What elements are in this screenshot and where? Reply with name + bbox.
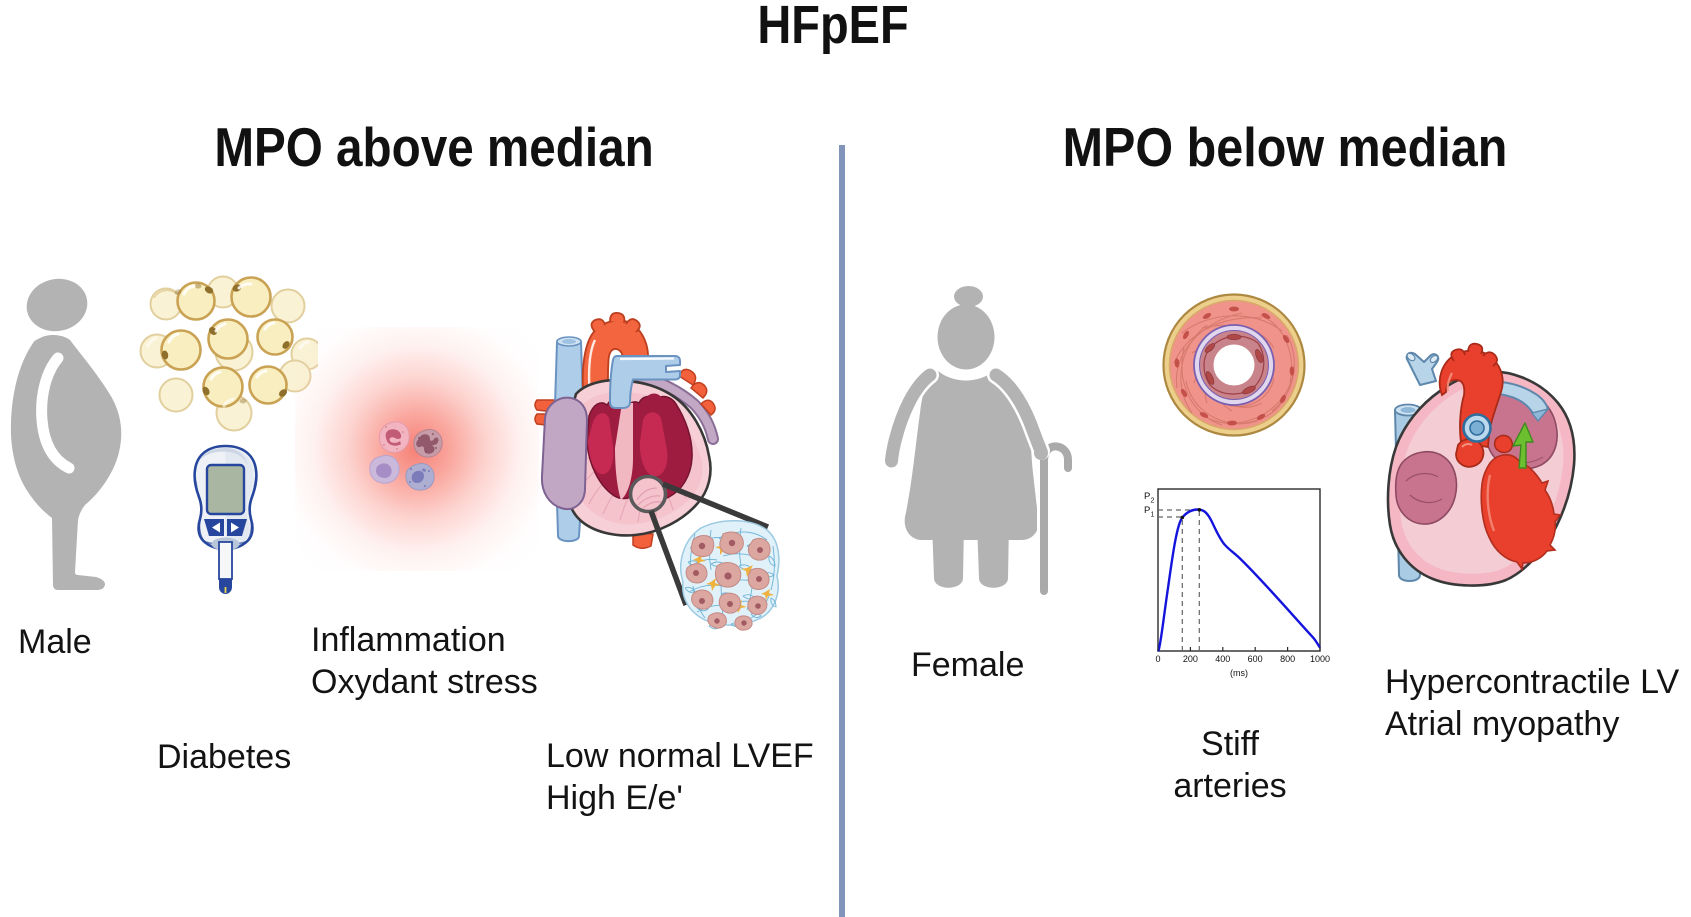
svg-text:400: 400 (1215, 654, 1230, 664)
svg-text:800: 800 (1280, 654, 1295, 664)
svg-text:0: 0 (1155, 654, 1160, 664)
svg-text:1: 1 (1151, 512, 1155, 519)
svg-text:1000: 1000 (1310, 654, 1330, 664)
svg-text:2: 2 (1151, 498, 1155, 505)
svg-text:200: 200 (1183, 654, 1198, 664)
svg-text:(ms): (ms) (1230, 668, 1248, 678)
svg-text:600: 600 (1248, 654, 1263, 664)
svg-text:P: P (1144, 505, 1150, 516)
svg-text:P: P (1144, 491, 1150, 502)
